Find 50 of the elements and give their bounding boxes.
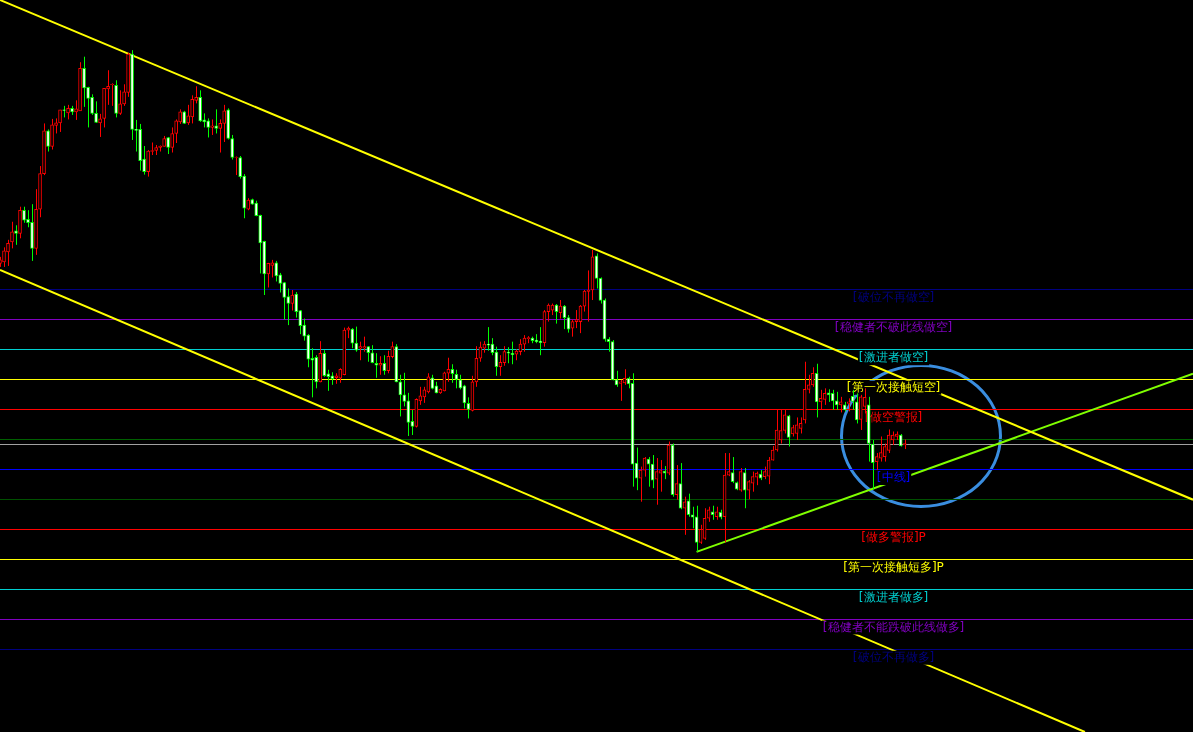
candlestick (110, 82, 114, 107)
candlestick (174, 118, 178, 144)
candlestick (834, 391, 839, 411)
candlestick (354, 326, 359, 353)
ref-line-label: [稳健者不破此线做空] (834, 320, 953, 335)
candlestick (266, 262, 271, 288)
candlestick (98, 113, 102, 138)
candlestick (282, 281, 287, 321)
candlestick (50, 118, 54, 151)
candlestick (358, 341, 363, 361)
candlestick (230, 134, 235, 161)
ref-line-label: [稳健者不能跌破此线做多] (822, 619, 965, 634)
candlestick (382, 354, 387, 376)
candlestick (218, 118, 223, 154)
candlestick (378, 355, 383, 376)
ref-line-label: [中线] (876, 470, 911, 485)
candlestick (10, 221, 14, 249)
candlestick (106, 69, 110, 106)
candlestick (86, 86, 90, 128)
candlestick (6, 239, 10, 267)
candlestick (2, 246, 6, 268)
ref-line-label: [激进者做多] (858, 590, 929, 605)
candlestick (586, 269, 591, 323)
candlestick (206, 117, 210, 138)
candlestick (18, 206, 22, 239)
candlestick (322, 349, 327, 378)
candlestick (386, 350, 391, 374)
candlestick (286, 287, 291, 326)
ref-line-label: [第一次接触短空] (846, 379, 941, 394)
candlestick (46, 128, 50, 153)
candlestick (618, 379, 623, 402)
ref-line-label: [破位不再做多] (852, 649, 935, 664)
candlestick (574, 309, 579, 329)
candlestick (290, 289, 295, 312)
candlestick (118, 89, 122, 116)
ref-line-label: [激进者做空] (858, 350, 929, 365)
candlestick (142, 145, 146, 176)
candlestick (82, 56, 86, 108)
ref-line-label: [破位不再做空] (852, 290, 935, 305)
candlestick (314, 354, 319, 389)
candlestick (122, 83, 126, 107)
candlestick (374, 352, 379, 379)
candlestick (190, 94, 194, 124)
ref-line-label: [做多警报]P (861, 529, 926, 544)
candlestick (14, 224, 18, 246)
candlestick (146, 149, 150, 178)
candlestick (90, 93, 94, 116)
ref-line-label: [第一次接触短多]P (843, 560, 944, 575)
candlestick (198, 89, 202, 123)
candlestick (854, 392, 859, 424)
